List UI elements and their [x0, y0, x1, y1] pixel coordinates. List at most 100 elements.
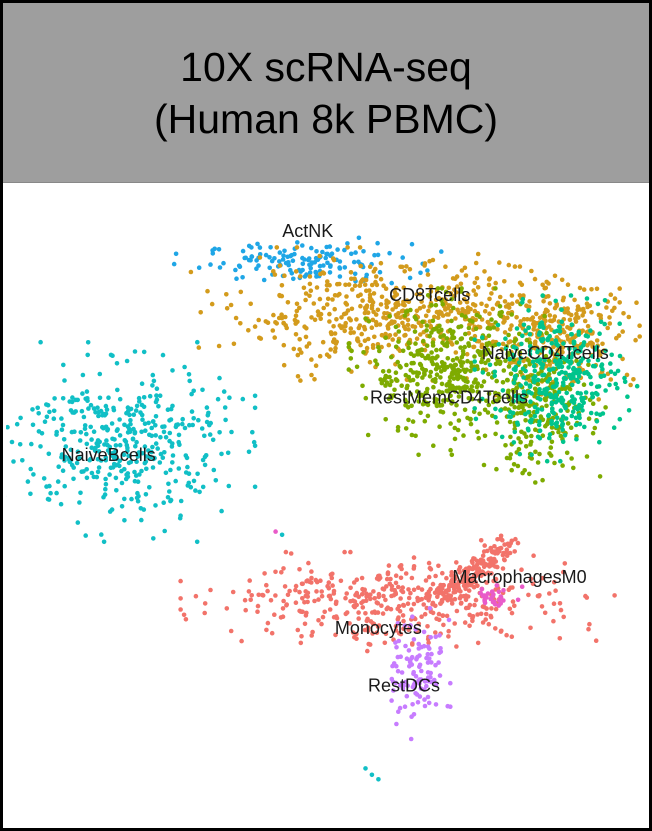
data-point: [434, 616, 439, 621]
data-point: [610, 308, 615, 314]
data-point: [338, 578, 344, 584]
data-point: [84, 431, 89, 437]
data-point: [508, 541, 513, 546]
data-point: [196, 417, 201, 423]
data-point: [554, 352, 559, 357]
data-point: [390, 320, 395, 326]
data-point: [424, 328, 429, 333]
data-point: [269, 630, 275, 636]
data-point: [432, 314, 437, 320]
data-point: [315, 309, 321, 314]
data-point: [527, 348, 533, 353]
data-point: [293, 587, 298, 593]
data-point: [539, 407, 545, 412]
data-point: [133, 408, 139, 413]
data-point: [472, 367, 478, 372]
data-point: [389, 354, 394, 360]
data-point: [236, 263, 242, 269]
data-point: [501, 320, 506, 325]
data-point: [187, 378, 192, 384]
data-point: [472, 406, 478, 411]
cluster-label: CD8Tcells: [389, 285, 470, 305]
data-point: [398, 365, 403, 370]
data-point: [342, 328, 348, 334]
data-point: [379, 344, 384, 350]
data-point: [598, 374, 604, 379]
data-point: [54, 490, 59, 496]
data-point: [534, 409, 540, 415]
data-point: [494, 378, 500, 384]
data-point: [479, 383, 484, 389]
data-point: [544, 403, 549, 409]
data-point: [511, 389, 517, 395]
data-point: [455, 376, 461, 382]
data-point: [577, 421, 583, 427]
data-point: [62, 458, 67, 463]
data-point: [413, 674, 419, 679]
data-point: [503, 358, 508, 363]
data-point: [539, 604, 545, 609]
data-point: [279, 312, 284, 317]
data-point: [349, 251, 354, 257]
data-point: [283, 549, 289, 555]
data-point: [487, 564, 492, 569]
data-point: [518, 369, 523, 375]
data-point: [158, 435, 163, 440]
data-point: [331, 324, 336, 329]
data-point: [327, 319, 332, 324]
data-point: [466, 567, 471, 573]
data-point: [117, 396, 123, 402]
data-point: [252, 393, 258, 399]
data-point: [182, 364, 187, 370]
data-point: [452, 425, 458, 431]
data-point: [216, 247, 222, 252]
data-point: [590, 394, 595, 400]
data-point: [494, 466, 499, 472]
data-point: [578, 345, 584, 350]
data-point: [389, 583, 395, 589]
data-point: [394, 721, 399, 727]
data-point: [471, 573, 477, 579]
data-point: [417, 677, 422, 682]
data-point: [505, 315, 510, 321]
data-point: [317, 296, 323, 302]
data-point: [543, 285, 549, 291]
data-point: [394, 314, 400, 320]
data-point: [36, 411, 41, 416]
data-point: [324, 287, 330, 293]
data-point: [430, 318, 436, 324]
data-point: [506, 332, 511, 338]
data-point: [429, 651, 434, 657]
data-point: [484, 343, 490, 348]
data-point: [506, 364, 512, 369]
data-point: [565, 358, 571, 364]
data-point: [519, 341, 524, 347]
data-point: [564, 390, 569, 396]
data-point: [542, 610, 548, 616]
data-point: [308, 288, 314, 293]
data-point: [424, 683, 429, 689]
data-point: [406, 595, 412, 601]
data-point: [489, 291, 494, 296]
data-point: [620, 329, 625, 334]
data-point: [396, 311, 401, 316]
data-point: [252, 484, 258, 490]
data-point: [256, 592, 261, 598]
data-point: [369, 325, 375, 330]
data-point: [459, 268, 465, 273]
data-point: [459, 312, 465, 318]
data-point: [533, 427, 538, 432]
data-point: [69, 399, 75, 405]
data-point: [569, 355, 574, 360]
data-point: [497, 294, 503, 300]
data-point: [494, 420, 500, 425]
data-point: [415, 381, 420, 387]
data-point: [395, 424, 401, 430]
data-point: [281, 253, 286, 258]
data-point: [407, 275, 413, 281]
data-point: [532, 404, 538, 410]
data-point: [391, 688, 396, 693]
data-point: [93, 445, 98, 451]
data-point: [84, 475, 90, 481]
data-point: [313, 269, 319, 275]
